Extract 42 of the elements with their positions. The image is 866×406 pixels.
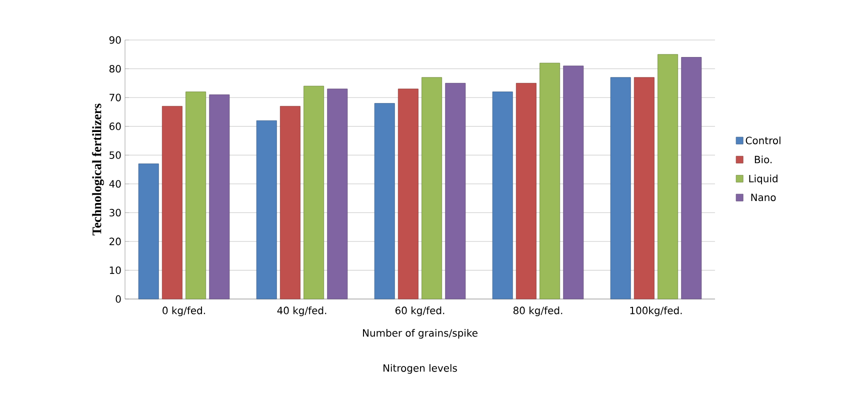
text: Nitrogen levels xyxy=(384,364,457,374)
y-axis-title: Technological fertilizers xyxy=(92,104,104,236)
bar xyxy=(445,82,466,300)
y-tick-label: 30 xyxy=(110,208,121,216)
y-tick-label: 40 xyxy=(109,180,121,188)
bar xyxy=(681,57,702,300)
y-tick-label: 70 xyxy=(110,94,121,102)
bar xyxy=(658,54,678,300)
bar xyxy=(540,62,560,300)
y-tick-label: 20 xyxy=(110,238,121,246)
bar xyxy=(398,88,418,300)
legend-label: Liquid xyxy=(749,174,778,184)
x-axis-title: Number of grains/spike xyxy=(363,328,478,339)
bar xyxy=(280,106,300,300)
bar xyxy=(209,94,230,300)
bar xyxy=(186,92,206,300)
bar xyxy=(610,77,631,300)
legend-label: Control xyxy=(746,136,780,144)
legend-label: Nano xyxy=(751,194,776,202)
bar xyxy=(162,106,182,300)
y-tick-label: 10 xyxy=(110,266,121,274)
y-tick-label: 90 xyxy=(109,36,121,44)
y-tick-label: 80 xyxy=(109,65,121,73)
bar xyxy=(138,164,159,300)
x-tick-label: 40 kg/fed. xyxy=(277,306,326,316)
bar xyxy=(304,86,324,300)
bar xyxy=(516,82,536,300)
bar xyxy=(374,103,395,300)
bar xyxy=(634,77,654,300)
bar xyxy=(492,92,513,300)
y-tick-label: 60 xyxy=(110,122,121,130)
y-tick-label: 50 xyxy=(110,151,121,159)
bar xyxy=(563,66,584,300)
x-tick-label: 80 kg/fed. xyxy=(513,306,562,316)
bar xyxy=(256,120,277,300)
x-tick-label: 0 kg/fed. xyxy=(162,306,205,316)
bar xyxy=(422,77,442,300)
legend-label: Bio. xyxy=(754,156,772,164)
x-tick-label: 60 kg/fed. xyxy=(395,306,444,316)
bar xyxy=(327,88,348,300)
x-tick-label: 100kg/fed. xyxy=(630,306,682,316)
y-tick-label: 0 xyxy=(116,295,121,303)
